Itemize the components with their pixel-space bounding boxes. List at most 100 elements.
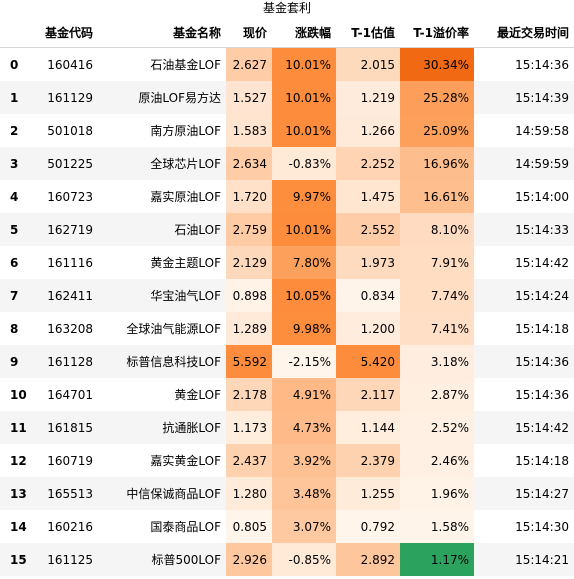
time-cell: 14:59:59 bbox=[474, 147, 574, 180]
estimate-cell: 1.973 bbox=[336, 246, 400, 279]
fund-code-cell: 160723 bbox=[47, 189, 93, 204]
fund-name-cell: 嘉实黄金LOF bbox=[150, 454, 221, 468]
premium-cell: 2.52% bbox=[400, 411, 474, 444]
row-index: 14 bbox=[10, 519, 27, 534]
fund-code-cell: 160719 bbox=[47, 453, 93, 468]
fund-name-cell: 石油基金LOF bbox=[150, 58, 221, 72]
time-cell: 15:14:21 bbox=[474, 543, 574, 576]
price-cell: 2.627 bbox=[226, 47, 272, 81]
time-cell: 15:14:18 bbox=[515, 321, 569, 336]
estimate-cell: 1.475 bbox=[336, 180, 400, 213]
fund-code-cell: 161815 bbox=[34, 411, 98, 444]
table-caption: 基金套利 bbox=[262, 1, 311, 15]
premium-cell: 3.18% bbox=[400, 345, 474, 378]
fund-code-cell: 501225 bbox=[34, 147, 98, 180]
change-cell: 10.01% bbox=[272, 47, 336, 81]
row-index: 11 bbox=[0, 411, 34, 444]
table-row: 12 160719 嘉实黄金LOF 2.437 3.92% 2.379 2.46% 15:14… bbox=[0, 444, 574, 477]
table-row: 9 161128 标普信息科技LOF 5.592 -2.15% 5.420 3.18% 15:… bbox=[0, 345, 574, 378]
table-row: 10 164701 黄金LOF 2.178 4.91% 2.117 2.87% 15:14:3… bbox=[0, 378, 574, 411]
row-index: 10 bbox=[10, 387, 27, 402]
change-cell: -0.83% bbox=[272, 147, 336, 180]
table-row: 7 162411 华宝油气LOF 0.898 10.05% 0.834 7.74% 15:14… bbox=[0, 279, 574, 312]
time-cell: 15:14:36 bbox=[515, 57, 569, 72]
estimate-cell: 2.117 bbox=[336, 378, 400, 411]
fund-name-cell: 抗通胀LOF bbox=[98, 411, 226, 444]
premium-cell: 1.58% bbox=[400, 510, 474, 543]
price-cell: 2.759 bbox=[226, 213, 272, 246]
estimate-cell: 5.420 bbox=[336, 345, 400, 378]
time-cell: 15:14:42 bbox=[515, 255, 569, 270]
price-cell: 1.173 bbox=[226, 411, 272, 444]
table-row: 14 160216 国泰商品LOF 0.805 3.07% 0.792 1.58% 15:14… bbox=[0, 510, 574, 543]
premium-cell: 1.17% bbox=[400, 543, 474, 576]
premium-cell: 7.41% bbox=[400, 312, 474, 345]
estimate-cell: 1.200 bbox=[336, 312, 400, 345]
price-cell: 1.527 bbox=[226, 81, 272, 114]
change-cell: 10.01% bbox=[272, 213, 336, 246]
estimate-cell: 2.015 bbox=[336, 47, 400, 81]
estimate-cell: 0.834 bbox=[336, 279, 400, 312]
table-row: 0 160416 石油基金LOF 2.627 10.01% 2.015 30.34% 15:1… bbox=[0, 47, 574, 81]
table-row: 3 501225 全球芯片LOF 2.634 -0.83% 2.252 16.96% 14:5… bbox=[0, 147, 574, 180]
price-cell: 2.926 bbox=[226, 543, 272, 576]
price-cell: 1.280 bbox=[226, 477, 272, 510]
premium-cell: 30.34% bbox=[400, 47, 474, 81]
change-cell: -2.15% bbox=[272, 345, 336, 378]
premium-cell: 2.87% bbox=[400, 378, 474, 411]
time-cell: 15:14:18 bbox=[515, 453, 569, 468]
time-cell: 15:14:36 bbox=[515, 387, 569, 402]
premium-cell: 7.91% bbox=[400, 246, 474, 279]
time-cell: 15:14:42 bbox=[474, 411, 574, 444]
header-time: 最近交易时间 bbox=[474, 17, 574, 48]
table-row: 11 161815 抗通胀LOF 1.173 4.73% 1.144 2.52% 15:14:… bbox=[0, 411, 574, 444]
fund-code-cell: 161128 bbox=[34, 345, 98, 378]
fund-name-cell: 标普信息科技LOF bbox=[98, 345, 226, 378]
header-name: 基金名称 bbox=[98, 17, 226, 48]
change-cell: 3.48% bbox=[272, 477, 336, 510]
fund-name-cell: 南方原油LOF bbox=[150, 124, 221, 138]
fund-code-cell: 162411 bbox=[34, 279, 98, 312]
fund-code-cell: 161125 bbox=[34, 543, 98, 576]
premium-cell: 7.74% bbox=[400, 279, 474, 312]
row-index: 8 bbox=[10, 321, 19, 336]
change-cell: 3.07% bbox=[272, 510, 336, 543]
row-index: 0 bbox=[10, 57, 19, 72]
price-cell: 2.437 bbox=[226, 444, 272, 477]
fund-code-cell: 501018 bbox=[47, 123, 93, 138]
row-index: 1 bbox=[0, 81, 34, 114]
price-cell: 1.720 bbox=[226, 180, 272, 213]
change-cell: 4.73% bbox=[272, 411, 336, 444]
row-index: 3 bbox=[0, 147, 34, 180]
estimate-cell: 0.792 bbox=[336, 510, 400, 543]
time-cell: 15:14:33 bbox=[474, 213, 574, 246]
premium-cell: 16.96% bbox=[400, 147, 474, 180]
time-cell: 15:14:24 bbox=[474, 279, 574, 312]
fund-name-cell: 中信保诚商品LOF bbox=[98, 477, 226, 510]
fund-name-cell: 国泰商品LOF bbox=[150, 520, 221, 534]
fund-arbitrage-table: 基金代码 基金名称 现价 涨跌幅 T-1估值 T-1溢价率 最近交易时间 0 16… bbox=[0, 17, 574, 576]
header-index bbox=[0, 17, 34, 48]
time-cell: 14:59:58 bbox=[515, 123, 569, 138]
fund-code-cell: 164701 bbox=[47, 387, 93, 402]
estimate-cell: 1.219 bbox=[336, 81, 400, 114]
table-row: 4 160723 嘉实原油LOF 1.720 9.97% 1.475 16.61% 15:14… bbox=[0, 180, 574, 213]
price-cell: 0.898 bbox=[226, 279, 272, 312]
change-cell: 9.98% bbox=[272, 312, 336, 345]
table-row: 2 501018 南方原油LOF 1.583 10.01% 1.266 25.09% 14:5… bbox=[0, 114, 574, 147]
price-cell: 2.178 bbox=[226, 378, 272, 411]
estimate-cell: 2.552 bbox=[336, 213, 400, 246]
premium-cell: 16.61% bbox=[400, 180, 474, 213]
estimate-cell: 1.255 bbox=[336, 477, 400, 510]
table-row: 15 161125 标普500LOF 2.926 -0.85% 2.892 1.17% 15:… bbox=[0, 543, 574, 576]
row-index: 6 bbox=[10, 255, 19, 270]
table-body: 0 160416 石油基金LOF 2.627 10.01% 2.015 30.34% 15:1… bbox=[0, 47, 574, 576]
change-cell: 3.92% bbox=[272, 444, 336, 477]
premium-cell: 1.96% bbox=[400, 477, 474, 510]
time-cell: 15:14:27 bbox=[474, 477, 574, 510]
price-cell: 1.289 bbox=[226, 312, 272, 345]
change-cell: 10.05% bbox=[272, 279, 336, 312]
price-cell: 1.583 bbox=[226, 114, 272, 147]
row-index: 12 bbox=[10, 453, 27, 468]
fund-name-cell: 黄金LOF bbox=[174, 388, 221, 402]
